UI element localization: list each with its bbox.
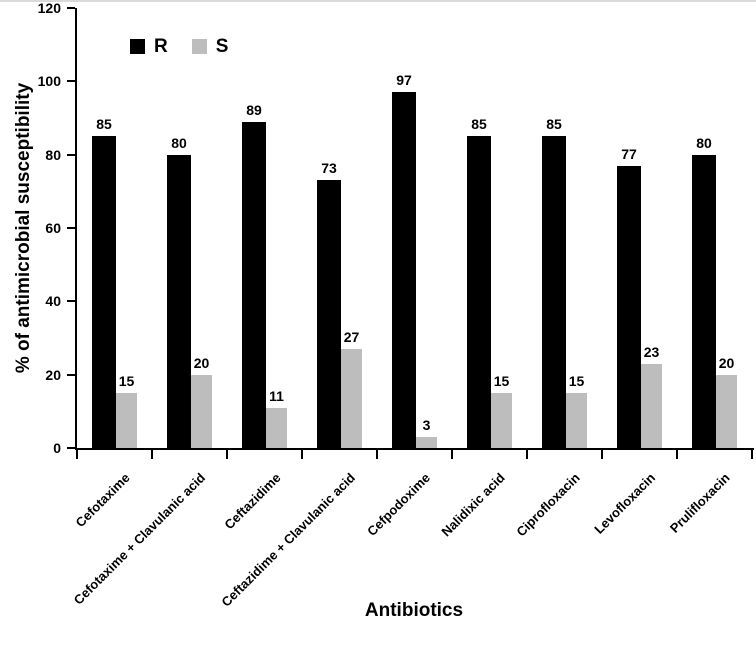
bar-value-label: 85: [471, 116, 487, 133]
legend-item-s: S: [191, 36, 229, 57]
bar-value-label: 15: [568, 373, 585, 389]
bar-value-label: 20: [718, 354, 735, 371]
bar-r-6: [467, 136, 491, 448]
bar-value-label: 3: [422, 417, 431, 433]
y-tick-mark: [67, 227, 75, 229]
bar-value-label: 97: [396, 72, 412, 89]
y-tick-label: 80: [45, 146, 61, 163]
bar-s-8: [641, 363, 662, 448]
x-tick-mark: [601, 450, 603, 459]
legend-label-r: R: [154, 36, 168, 57]
bar-r-8: [617, 165, 641, 448]
bar-r-7: [542, 136, 566, 448]
y-tick-label: 100: [37, 73, 61, 90]
x-tick-mark: [451, 450, 453, 459]
x-axis-line: [75, 448, 754, 450]
x-tick-mark: [676, 450, 678, 459]
bar-s-2: [191, 374, 212, 448]
bar-value-label: 77: [621, 145, 637, 162]
x-tick-mark: [226, 450, 228, 459]
bar-value-label: 27: [343, 329, 360, 345]
bar-s-6: [491, 393, 512, 448]
bar-r-1: [92, 136, 116, 448]
legend-swatch-s: [191, 39, 207, 54]
x-category-label: Levofloxacin: [591, 470, 659, 537]
legend-item-r: R: [130, 37, 168, 56]
y-tick-mark: [67, 80, 75, 83]
bar-value-label: 15: [493, 373, 510, 389]
y-tick-label: 120: [37, 0, 61, 16]
y-axis-line: [75, 8, 77, 450]
y-tick-label: 60: [45, 220, 61, 236]
bar-s-1: [116, 393, 137, 448]
bar-value-label: 73: [321, 160, 337, 177]
chart-legend: R S: [130, 37, 228, 56]
bar-s-3: [266, 407, 287, 448]
bar-s-7: [566, 393, 587, 448]
legend-swatch-r: [130, 39, 145, 54]
bar-value-label: 20: [193, 354, 210, 371]
bar-value-label: 89: [246, 101, 262, 118]
x-category-label: Ciprofloxacin: [513, 470, 584, 540]
bar-value-label: 15: [118, 373, 135, 389]
legend-label-s: S: [215, 36, 229, 57]
bar-value-label: 85: [96, 116, 112, 133]
bar-s-5: [416, 437, 437, 448]
bar-r-9: [692, 154, 716, 448]
x-tick-mark: [301, 450, 303, 459]
bar-r-4: [317, 180, 341, 448]
y-tick-label: 40: [45, 293, 61, 310]
x-category-label: Prulifloxacin: [667, 470, 734, 536]
bar-s-4: [341, 349, 362, 448]
x-axis-title: Antibiotics: [364, 600, 464, 621]
bar-value-label: 80: [171, 134, 187, 151]
bar-r-3: [242, 121, 266, 448]
x-tick-mark: [151, 450, 153, 459]
y-tick-mark: [67, 7, 75, 9]
x-category-label: Ceftazidime + Clavulanic acid: [218, 470, 359, 610]
y-tick-mark: [67, 153, 75, 156]
bar-value-label: 11: [269, 387, 284, 404]
y-tick-mark: [67, 300, 75, 303]
x-category-label: Cefotaxime + Clavulanic acid: [70, 470, 209, 608]
bar-s-9: [716, 374, 737, 448]
x-tick-mark: [76, 450, 78, 459]
x-category-label: Cefotaxime: [72, 470, 134, 531]
y-tick-mark: [67, 447, 75, 449]
bar-value-label: 85: [546, 116, 562, 133]
x-tick-mark: [376, 450, 378, 459]
x-category-label: Nalidixic acid: [438, 470, 509, 540]
x-category-label: Ceftazidime: [220, 470, 284, 533]
x-tick-mark: [526, 450, 528, 459]
x-tick-mark: [751, 450, 753, 459]
y-tick-mark: [67, 373, 75, 376]
bar-r-5: [392, 92, 416, 448]
bar-r-2: [167, 154, 191, 448]
bar-value-label: 80: [696, 134, 712, 151]
y-tick-label: 0: [53, 440, 61, 456]
x-category-label: Cefpodoxime: [364, 470, 434, 539]
y-tick-label: 20: [45, 366, 61, 383]
bar-value-label: 23: [643, 343, 660, 360]
figure-top-border: [0, 0, 756, 2]
